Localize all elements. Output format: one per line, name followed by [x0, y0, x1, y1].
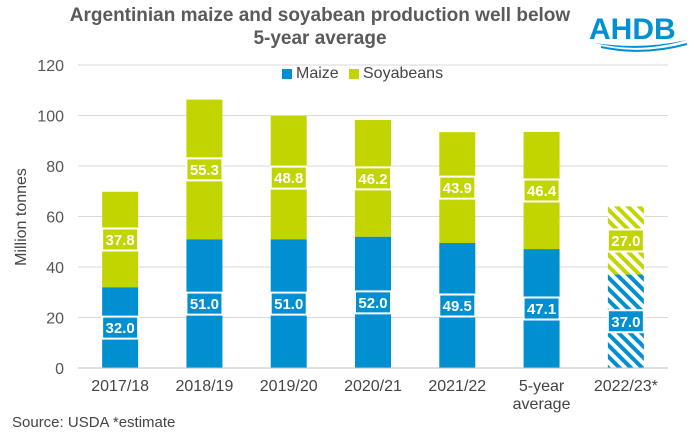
x-tick-label: 2022/23* [594, 378, 658, 395]
data-label-maize-3: 52.0 [358, 295, 387, 312]
chart-title-line-1: Argentinian maize and soyabean productio… [69, 5, 571, 26]
data-label-soyabeans-0: 37.8 [106, 232, 135, 249]
data-label-box-soyabeans-6 [606, 228, 645, 253]
y-tick-label: 20 [46, 311, 64, 328]
x-tick-label: 2019/20 [260, 378, 318, 395]
data-label-maize-2: 51.0 [274, 296, 303, 313]
x-tick-label: average [513, 396, 571, 413]
data-label-box-soyabeans-5 [522, 178, 561, 203]
data-label-maize-6: 37.0 [611, 314, 640, 331]
chart-title-line-2: 5-year average [253, 28, 387, 49]
ahdb-logo-text: AHDB [589, 13, 676, 46]
data-label-box-soyabeans-1 [185, 157, 224, 182]
legend-label-soyabeans: Soyabeans [363, 65, 443, 82]
y-tick-label: 60 [46, 210, 64, 227]
legend: Maize Soyabeans [282, 65, 443, 82]
data-label-soyabeans-2: 48.8 [274, 170, 303, 187]
data-label-box-soyabeans-2 [269, 165, 308, 190]
x-tick-label: 2018/19 [176, 378, 234, 395]
data-label-maize-4: 49.5 [443, 298, 472, 315]
data-label-soyabeans-4: 43.9 [443, 180, 472, 197]
data-label-soyabeans-3: 46.2 [358, 171, 387, 188]
x-tick-label: 2020/21 [344, 378, 402, 395]
ahdb-logo-swoosh [595, 40, 687, 48]
chart-title: Argentinian maize and soyabean productio… [60, 4, 580, 50]
legend-swatch-maize [282, 69, 292, 79]
data-label-box-maize-1 [185, 291, 224, 316]
source-note: Source: USDA *estimate [12, 414, 176, 431]
y-tick-label: 80 [46, 159, 64, 176]
y-tick-label: 100 [37, 109, 64, 126]
data-label-box-soyabeans-3 [354, 166, 392, 191]
ahdb-logo: AHDB [589, 13, 688, 52]
data-label-box-maize-3 [354, 290, 392, 315]
data-label-box-maize-5 [522, 296, 561, 321]
data-label-box-maize-6 [606, 309, 645, 334]
data-label-soyabeans-1: 55.3 [190, 162, 219, 179]
data-label-maize-5: 47.1 [527, 301, 556, 318]
y-tick-label: 120 [37, 58, 64, 75]
x-tick-label: 5-year [519, 378, 565, 395]
data-label-box-maize-2 [269, 291, 308, 316]
data-label-box-soyabeans-4 [438, 175, 477, 200]
data-label-maize-0: 32.0 [106, 320, 135, 337]
legend-swatch-soyabeans [349, 69, 359, 79]
x-axis-ticks: 2017/18 2018/19 2019/20 2020/21 2021/22 5-yea… [91, 378, 658, 413]
legend-label-maize: Maize [296, 65, 339, 82]
y-tick-label: 40 [46, 260, 64, 277]
data-label-soyabeans-6: 27.0 [611, 233, 640, 250]
x-tick-label: 2021/22 [428, 378, 486, 395]
data-label-maize-1: 51.0 [190, 296, 219, 313]
data-label-box-maize-4 [438, 293, 477, 318]
bars [102, 99, 644, 368]
data-label-box-soyabeans-0 [101, 227, 140, 252]
y-tick-label: 0 [55, 361, 64, 378]
ahdb-logo-swoosh-lower [600, 43, 688, 52]
x-tick-label: 2017/18 [91, 378, 149, 395]
data-labels: 32.0 37.8 51.0 55.3 51.0 48.8 52.0 46.2 49.5 43.9… [101, 157, 645, 340]
y-axis-ticks: 0 20 40 60 80 100 120 [37, 58, 64, 378]
y-axis-label: Million tonnes [13, 168, 30, 266]
data-label-soyabeans-5: 46.4 [527, 183, 557, 200]
data-label-box-maize-0 [101, 315, 140, 340]
